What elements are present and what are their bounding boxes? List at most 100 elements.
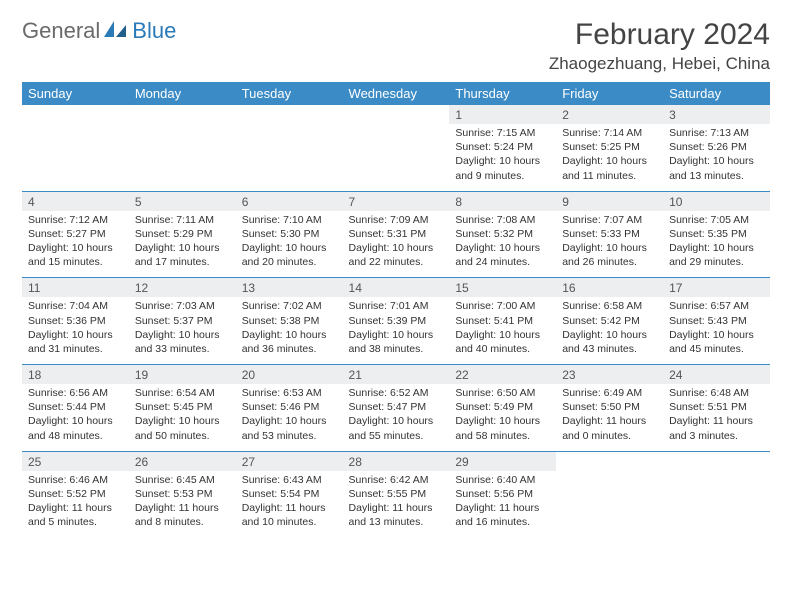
sunrise-text: Sunrise: 7:02 AM <box>242 299 337 313</box>
daylight-text: Daylight: 11 hours and 10 minutes. <box>242 501 337 529</box>
day-detail-cell: Sunrise: 7:14 AMSunset: 5:25 PMDaylight:… <box>556 124 663 191</box>
day-number-cell: 7 <box>343 192 450 211</box>
day-number-cell: 15 <box>449 278 556 297</box>
day-detail-row: Sunrise: 7:04 AMSunset: 5:36 PMDaylight:… <box>22 297 770 364</box>
day-number-cell: 2 <box>556 105 663 124</box>
day-detail-row: Sunrise: 6:56 AMSunset: 5:44 PM Daylight:… <box>22 384 770 451</box>
day-detail-cell: Sunrise: 6:58 AMSunset: 5:42 PMDaylight:… <box>556 297 663 364</box>
sunset-text: Sunset: 5:43 PM <box>669 314 764 328</box>
sunrise-text: Sunrise: 6:49 AM <box>562 386 657 400</box>
day-number-cell: 6 <box>236 192 343 211</box>
sunrise-text: Sunrise: 7:03 AM <box>135 299 230 313</box>
daylight-text: Daylight: 10 hours and 11 minutes. <box>562 154 657 182</box>
day-detail-cell: Sunrise: 6:50 AMSunset: 5:49 PMDaylight:… <box>449 384 556 451</box>
title-block: February 2024 Zhaogezhuang, Hebei, China <box>549 18 770 74</box>
day-number-cell: 26 <box>129 452 236 471</box>
sunset-text: Sunset: 5:42 PM <box>562 314 657 328</box>
day-header: Sunday <box>22 82 129 105</box>
daylight-text: Daylight: 10 hours and 33 minutes. <box>135 328 230 356</box>
day-detail-cell: Sunrise: 7:10 AMSunset: 5:30 PMDaylight:… <box>236 211 343 278</box>
sunrise-text: Sunrise: 7:15 AM <box>455 126 550 140</box>
sunset-text: Sunset: 5:35 PM <box>669 227 764 241</box>
day-number-cell: 24 <box>663 365 770 384</box>
sunrise-text: Sunrise: 6:58 AM <box>562 299 657 313</box>
day-detail-cell: Sunrise: 7:11 AMSunset: 5:29 PMDaylight:… <box>129 211 236 278</box>
day-detail-cell <box>663 471 770 538</box>
sunrise-text: Sunrise: 7:01 AM <box>349 299 444 313</box>
sunrise-text: Sunrise: 7:10 AM <box>242 213 337 227</box>
sunset-text: Sunset: 5:44 PM <box>28 400 123 414</box>
daylight-text: Daylight: 10 hours and 20 minutes. <box>242 241 337 269</box>
sunrise-text: Sunrise: 7:08 AM <box>455 213 550 227</box>
sunset-text: Sunset: 5:45 PM <box>135 400 230 414</box>
sunset-text: Sunset: 5:53 PM <box>135 487 230 501</box>
day-number-cell: 20 <box>236 365 343 384</box>
day-number-row: 2526272829 <box>22 452 770 471</box>
day-number-cell: 10 <box>663 192 770 211</box>
header: General Blue February 2024 Zhaogezhuang,… <box>22 18 770 74</box>
sunset-text: Sunset: 5:39 PM <box>349 314 444 328</box>
sunrise-text: Sunrise: 6:43 AM <box>242 473 337 487</box>
day-detail-cell: Sunrise: 7:03 AMSunset: 5:37 PMDaylight:… <box>129 297 236 364</box>
day-detail-cell: Sunrise: 6:46 AMSunset: 5:52 PMDaylight:… <box>22 471 129 538</box>
sunset-text: Sunset: 5:26 PM <box>669 140 764 154</box>
day-detail-cell: Sunrise: 7:01 AMSunset: 5:39 PMDaylight:… <box>343 297 450 364</box>
daylight-text: Daylight: 10 hours and 17 minutes. <box>135 241 230 269</box>
sunrise-text: Sunrise: 7:13 AM <box>669 126 764 140</box>
daylight-text: Daylight: 11 hours and 3 minutes. <box>669 414 764 442</box>
day-detail-cell: Sunrise: 6:42 AMSunset: 5:55 PMDaylight:… <box>343 471 450 538</box>
daylight-text: Daylight: 10 hours and 22 minutes. <box>349 241 444 269</box>
day-number-cell: 25 <box>22 452 129 471</box>
sunrise-text: Sunrise: 6:50 AM <box>455 386 550 400</box>
day-number-row: 123 <box>22 105 770 124</box>
daylight-text: Daylight: 10 hours and 55 minutes. <box>349 414 444 442</box>
day-number-cell: 1 <box>449 105 556 124</box>
sunset-text: Sunset: 5:38 PM <box>242 314 337 328</box>
day-number-cell: 11 <box>22 278 129 297</box>
sunset-text: Sunset: 5:41 PM <box>455 314 550 328</box>
sunrise-text: Sunrise: 7:14 AM <box>562 126 657 140</box>
sunrise-text: Sunrise: 6:56 AM <box>28 386 123 400</box>
sunset-text: Sunset: 5:31 PM <box>349 227 444 241</box>
day-number-cell: 28 <box>343 452 450 471</box>
sunrise-text: Sunrise: 6:48 AM <box>669 386 764 400</box>
day-detail-row: Sunrise: 7:12 AMSunset: 5:27 PMDaylight:… <box>22 211 770 278</box>
day-number-cell: 27 <box>236 452 343 471</box>
day-number-cell <box>663 452 770 471</box>
day-detail-cell: Sunrise: 7:09 AMSunset: 5:31 PMDaylight:… <box>343 211 450 278</box>
daylight-text: Daylight: 10 hours and 53 minutes. <box>242 414 337 442</box>
sunrise-text: Sunrise: 6:40 AM <box>455 473 550 487</box>
daylight-text: Daylight: 10 hours and 29 minutes. <box>669 241 764 269</box>
day-detail-cell <box>343 124 450 191</box>
day-detail-cell: Sunrise: 7:15 AMSunset: 5:24 PMDaylight:… <box>449 124 556 191</box>
day-detail-row: Sunrise: 7:15 AMSunset: 5:24 PM Daylight:… <box>22 124 770 191</box>
sunrise-text: Sunrise: 7:11 AM <box>135 213 230 227</box>
daylight-text: Daylight: 10 hours and 58 minutes. <box>455 414 550 442</box>
brand-part1: General <box>22 18 100 44</box>
day-header-row: Sunday Monday Tuesday Wednesday Thursday… <box>22 82 770 105</box>
sunset-text: Sunset: 5:36 PM <box>28 314 123 328</box>
sunset-text: Sunset: 5:51 PM <box>669 400 764 414</box>
day-detail-cell: Sunrise: 7:12 AMSunset: 5:27 PMDaylight:… <box>22 211 129 278</box>
sunrise-text: Sunrise: 6:57 AM <box>669 299 764 313</box>
sunset-text: Sunset: 5:37 PM <box>135 314 230 328</box>
sunset-text: Sunset: 5:55 PM <box>349 487 444 501</box>
sunset-text: Sunset: 5:32 PM <box>455 227 550 241</box>
sunset-text: Sunset: 5:24 PM <box>455 140 550 154</box>
day-detail-cell <box>556 471 663 538</box>
day-detail-cell <box>236 124 343 191</box>
day-number-cell: 13 <box>236 278 343 297</box>
sunset-text: Sunset: 5:33 PM <box>562 227 657 241</box>
month-title: February 2024 <box>549 18 770 52</box>
daylight-text: Daylight: 11 hours and 0 minutes. <box>562 414 657 442</box>
sunset-text: Sunset: 5:47 PM <box>349 400 444 414</box>
day-number-cell: 23 <box>556 365 663 384</box>
day-number-cell: 16 <box>556 278 663 297</box>
day-detail-cell: Sunrise: 7:00 AMSunset: 5:41 PMDaylight:… <box>449 297 556 364</box>
day-detail-cell: Sunrise: 7:13 AMSunset: 5:26 PMDaylight:… <box>663 124 770 191</box>
day-number-cell: 17 <box>663 278 770 297</box>
sunset-text: Sunset: 5:49 PM <box>455 400 550 414</box>
daylight-text: Daylight: 10 hours and 50 minutes. <box>135 414 230 442</box>
day-detail-cell: Sunrise: 6:40 AMSunset: 5:56 PMDaylight:… <box>449 471 556 538</box>
day-detail-cell: Sunrise: 6:56 AMSunset: 5:44 PMDaylight:… <box>22 384 129 451</box>
